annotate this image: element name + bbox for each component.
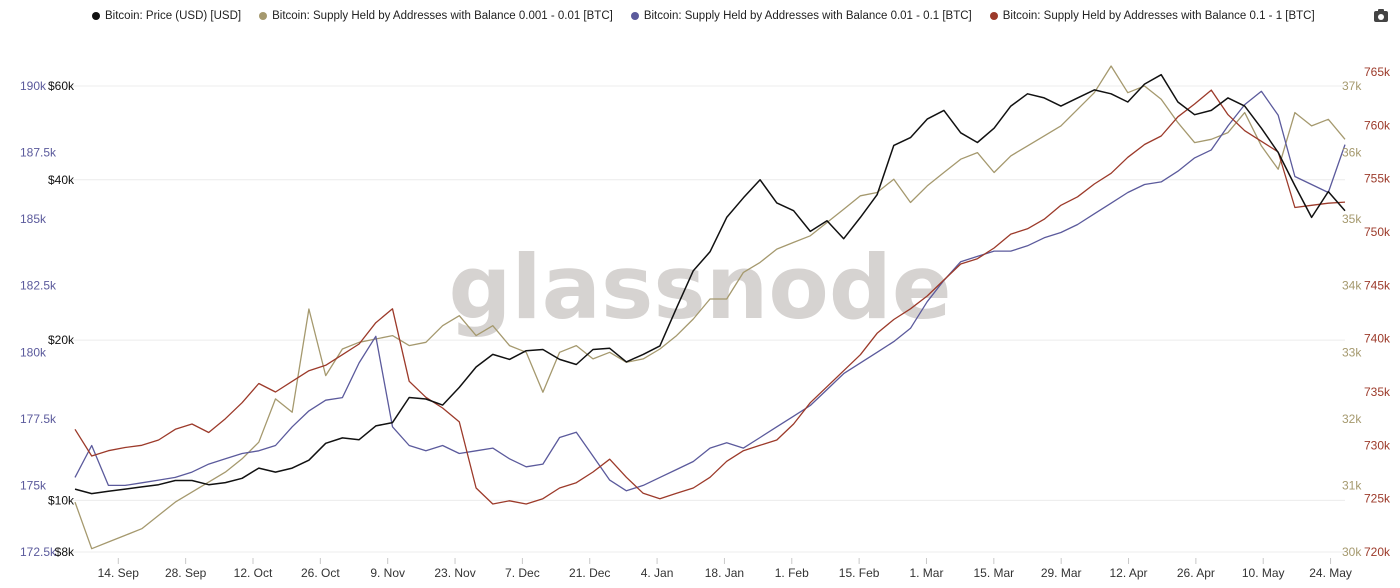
y-tick-label-right-large: 740k xyxy=(1364,332,1391,346)
y-tick-label-right-small: 37k xyxy=(1342,79,1362,93)
y-tick-label-right-large: 720k xyxy=(1364,545,1391,559)
legend-label: Bitcoin: Price (USD) [USD] xyxy=(105,10,242,22)
y-tick-label-right-large: 755k xyxy=(1364,172,1391,186)
y-tick-label-price: $20k xyxy=(48,333,75,347)
y-tick-label-right-large: 730k xyxy=(1364,438,1391,452)
y-tick-label-right-large: 760k xyxy=(1364,118,1391,132)
y-tick-label-price: $10k xyxy=(48,493,75,507)
y-tick-label-price: $40k xyxy=(48,173,75,187)
y-tick-label-left-supply: 190k xyxy=(20,79,47,93)
x-tick-label: 26. Apr xyxy=(1177,566,1215,580)
legend-item-price[interactable]: Bitcoin: Price (USD) [USD] xyxy=(92,10,241,22)
y-tick-label-left-supply: 177.5k xyxy=(20,412,57,426)
x-tick-label: 15. Mar xyxy=(973,566,1014,580)
y-tick-label-right-small: 34k xyxy=(1342,279,1362,293)
y-tick-label-left-supply: 185k xyxy=(20,212,47,226)
x-tick-label: 12. Oct xyxy=(234,566,273,580)
y-tick-label-right-small: 32k xyxy=(1342,412,1362,426)
y-tick-label-right-small: 33k xyxy=(1342,345,1362,359)
legend-label: Bitcoin: Supply Held by Addresses with B… xyxy=(1002,10,1315,22)
gridlines xyxy=(62,85,1345,553)
x-tick-label: 1. Feb xyxy=(775,566,809,580)
legend-dot-icon xyxy=(259,12,268,20)
y-tick-label-left-supply: 180k xyxy=(20,345,47,359)
series-line-supply_01_1 xyxy=(74,89,1346,505)
y-tick-label-right-large: 750k xyxy=(1364,225,1391,239)
legend-label: Bitcoin: Supply Held by Addresses with B… xyxy=(272,10,613,22)
y-tick-label-right-large: 725k xyxy=(1364,492,1391,506)
x-tick-label: 18. Jan xyxy=(705,566,744,580)
series-lines xyxy=(74,65,1346,550)
x-tick-label: 29. Mar xyxy=(1041,566,1082,580)
x-tick-label: 15. Feb xyxy=(839,566,880,580)
x-tick-label: 10. May xyxy=(1242,566,1285,580)
y-tick-label-right-small: 35k xyxy=(1342,212,1362,226)
y-tick-label-right-large: 735k xyxy=(1364,385,1391,399)
camera-icon[interactable] xyxy=(1374,9,1388,22)
legend-dot-icon xyxy=(92,12,100,20)
y-tick-label-left-supply: 187.5k xyxy=(20,146,57,160)
axes: 172.5k 175k 177.5k 180k 182.5k 185k 187.5k 190k… xyxy=(20,65,1391,580)
series-line-supply_0001_001 xyxy=(74,65,1346,550)
series-line-supply_001_01 xyxy=(74,90,1346,492)
y-tick-label-right-small: 31k xyxy=(1342,478,1362,492)
legend-item-supply-01-1[interactable]: Bitcoin: Supply Held by Addresses with B… xyxy=(989,10,1315,22)
y-tick-label-left-supply: 175k xyxy=(20,478,47,492)
x-tick-label: 4. Jan xyxy=(641,566,674,580)
x-tick-label: 9. Nov xyxy=(370,566,405,580)
x-tick-label: 1. Mar xyxy=(909,566,943,580)
x-tick-label: 23. Nov xyxy=(434,566,475,580)
y-tick-label-right-large: 745k xyxy=(1364,278,1391,292)
y-tick-label-right-small: 30k xyxy=(1342,545,1362,559)
series-line-price xyxy=(74,73,1346,495)
legend-dot-icon xyxy=(630,12,639,20)
y-tick-label-left-supply: 172.5k xyxy=(20,545,57,559)
x-tick-label: 28. Sep xyxy=(165,566,207,580)
x-tick-label: 26. Oct xyxy=(301,566,340,580)
legend-item-supply-0001-001[interactable]: Bitcoin: Supply Held by Addresses with B… xyxy=(259,10,613,22)
x-tick-label: 24. May xyxy=(1309,566,1352,580)
y-tick-label-price: $60k xyxy=(48,79,75,93)
y-tick-label-left-supply: 182.5k xyxy=(20,279,57,293)
y-tick-label-right-small: 36k xyxy=(1342,146,1362,160)
watermark: glassnode xyxy=(448,236,951,339)
y-tick-label-right-large: 765k xyxy=(1364,65,1391,79)
y-tick-label-price: $8k xyxy=(55,545,75,559)
chart-legend: Bitcoin: Price (USD) [USD] Bitcoin: Supp… xyxy=(92,10,1315,22)
x-tick-label: 7. Dec xyxy=(505,566,540,580)
x-tick-label: 21. Dec xyxy=(569,566,610,580)
legend-dot-icon xyxy=(989,12,998,20)
x-tick-label: 12. Apr xyxy=(1110,566,1148,580)
x-tick-label: 14. Sep xyxy=(98,566,140,580)
legend-label: Bitcoin: Supply Held by Addresses with B… xyxy=(643,10,972,22)
legend-item-supply-001-01[interactable]: Bitcoin: Supply Held by Addresses with B… xyxy=(630,10,972,22)
